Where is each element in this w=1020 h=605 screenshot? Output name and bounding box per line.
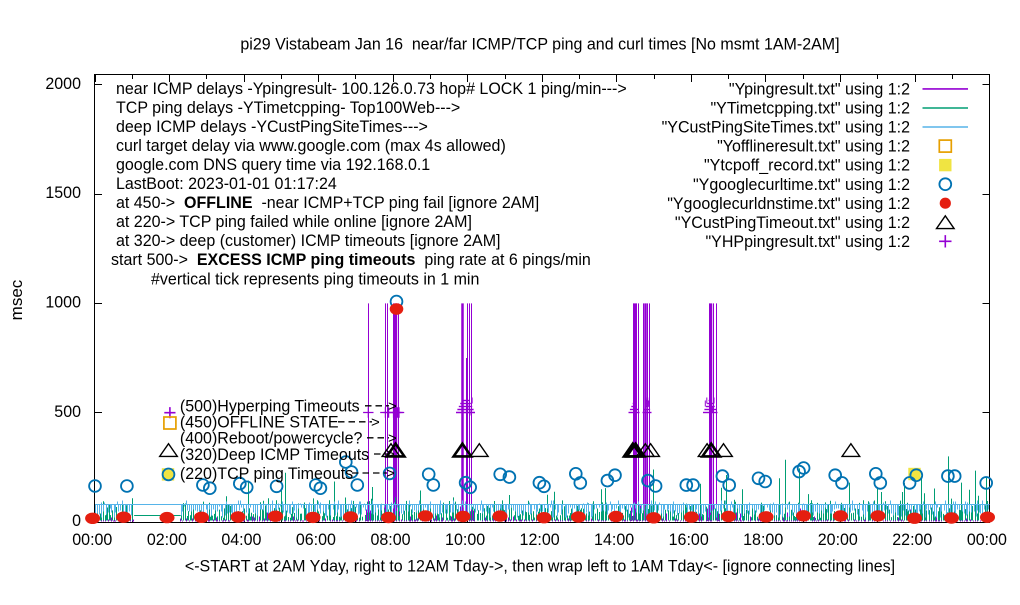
svg-text:at 450->: at 450-> [116,193,180,212]
svg-text:(450)OFFLINE STATE: (450)OFFLINE STATE [180,413,339,432]
svg-text:(400)Reboot/powercycle?: (400)Reboot/powercycle? [180,429,363,448]
svg-text:"YCustPingTimeout.txt" using 1: "YCustPingTimeout.txt" using 1:2 [675,213,910,232]
svg-text:near ICMP delays -Ypingresult-: near ICMP delays -Ypingresult- 100.126.0… [116,79,627,98]
svg-text:04:00: 04:00 [221,530,261,549]
svg-text:<-START at 2AM Yday, right to: <-START at 2AM Yday, right to 12AM Tday-… [185,557,895,576]
svg-text:00:00: 00:00 [967,530,1007,549]
svg-text:"Ypingresult.txt" using 1:2: "Ypingresult.txt" using 1:2 [729,80,910,99]
svg-text:EXCESS ICMP ping timeouts: EXCESS ICMP ping timeouts [192,250,420,269]
svg-text:0: 0 [72,511,81,530]
svg-text:curl target delay via www.goog: curl target delay via www.google.com (ma… [116,136,506,155]
svg-text:02:00: 02:00 [147,530,187,549]
svg-text:>: > [388,430,397,447]
svg-text:2000: 2000 [45,74,81,93]
svg-text:16:00: 16:00 [669,530,709,549]
svg-text:ping rate at 6 pings/min: ping rate at 6 pings/min [420,250,591,269]
svg-text:OFFLINE: OFFLINE [180,193,257,212]
svg-text:12:00: 12:00 [520,530,560,549]
svg-text:10:00: 10:00 [445,530,485,549]
svg-text:at 320-> deep (customer) ICMP: at 320-> deep (customer) ICMP timeouts [… [116,231,501,250]
svg-text:"YHPpingresult.txt" using 1:2: "YHPpingresult.txt" using 1:2 [706,232,911,251]
svg-text:22:00: 22:00 [892,530,932,549]
svg-text:LastBoot: 2023-01-01 01:17:24: LastBoot: 2023-01-01 01:17:24 [116,174,337,193]
svg-text:(500)Hyperping Timeouts: (500)Hyperping Timeouts [180,397,360,416]
svg-text:>: > [371,414,380,431]
svg-text:start 500->: start 500-> [111,250,192,269]
svg-text:pi29 Vistabeam Jan 16 near/fa: pi29 Vistabeam Jan 16 near/far ICMP/TCP … [240,35,839,54]
svg-text:>: > [386,446,395,463]
svg-text:google.com DNS query time via: google.com DNS query time via 192.168.0.… [116,155,430,174]
svg-text:"Ygooglecurltime.txt" using 1:: "Ygooglecurltime.txt" using 1:2 [693,175,910,194]
svg-text:(320)Deep ICMP Timeouts: (320)Deep ICMP Timeouts [180,445,369,464]
svg-text:"Ygooglecurldnstime.txt" using: "Ygooglecurldnstime.txt" using 1:2 [667,194,910,213]
svg-text:"Yofflineresult.txt" using 1:2: "Yofflineresult.txt" using 1:2 [717,137,910,156]
svg-text:deep ICMP delays -YCustPingSit: deep ICMP delays -YCustPingSiteTimes---> [116,117,428,136]
svg-text:TCP ping delays -YTimetcpping-: TCP ping delays -YTimetcpping- Top100Web… [116,98,460,117]
svg-text:>: > [388,398,397,415]
svg-text:"Ytcpoff_record.txt" using 1:2: "Ytcpoff_record.txt" using 1:2 [704,156,910,175]
svg-text:1500: 1500 [45,183,81,202]
svg-text:08:00: 08:00 [370,530,410,549]
svg-text:20:00: 20:00 [818,530,858,549]
svg-text:at 220-> TCP ping failed while: at 220-> TCP ping failed while online [i… [116,212,472,231]
svg-text:00:00: 00:00 [72,530,112,549]
svg-text:#vertical tick represents ping: #vertical tick represents ping timeouts … [151,269,479,288]
svg-text:14:00: 14:00 [594,530,634,549]
svg-text:(220)TCP ping Timeouts: (220)TCP ping Timeouts [180,464,353,483]
svg-text:1000: 1000 [45,293,81,312]
svg-text:msec: msec [7,279,26,320]
svg-text:>: > [386,465,395,482]
svg-text:18:00: 18:00 [743,530,783,549]
svg-text:"YCustPingSiteTimes.txt" using: "YCustPingSiteTimes.txt" using 1:2 [662,118,910,137]
svg-text:06:00: 06:00 [296,530,336,549]
svg-text:"YTimetcpping.txt" using 1:2: "YTimetcpping.txt" using 1:2 [711,99,911,118]
svg-text:500: 500 [54,402,81,421]
svg-text:-near ICMP+TCP ping fail [igno: -near ICMP+TCP ping fail [ignore 2AM] [257,193,539,212]
